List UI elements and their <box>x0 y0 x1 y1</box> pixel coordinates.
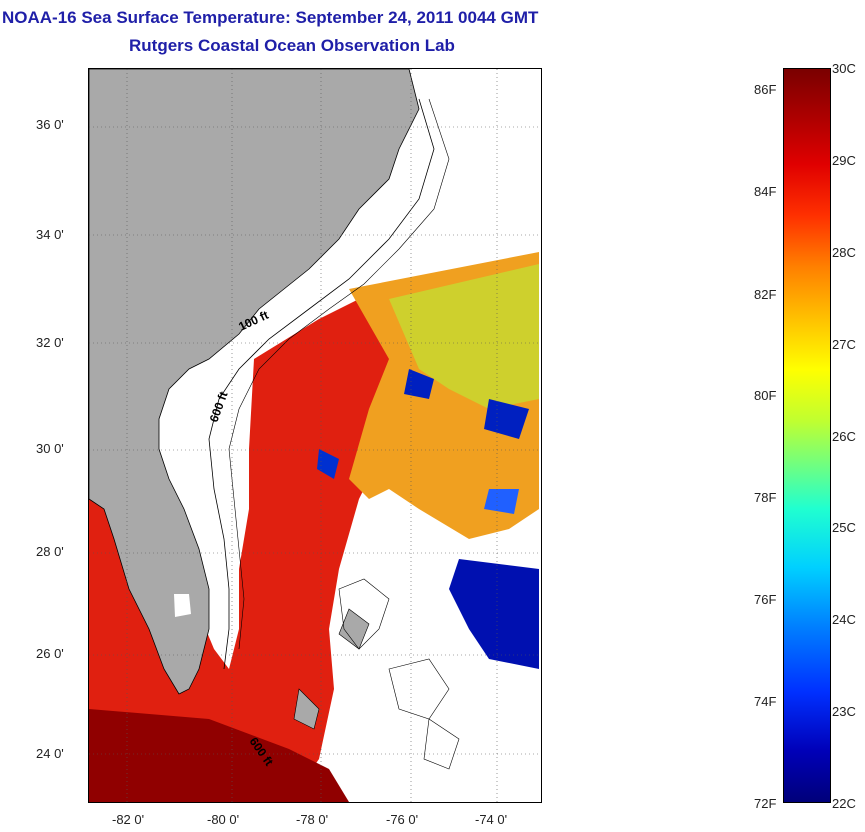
lake <box>174 594 191 617</box>
colorbar-f-label: 72F <box>754 796 777 811</box>
isobath-contour <box>228 98 450 650</box>
colorbar-c-label: 23C <box>832 704 856 719</box>
colorbar-c-label: 24C <box>832 612 856 627</box>
lat-label: 32 0' <box>36 335 64 350</box>
sst-map-svg: 100 ft 600 ft 600 ft <box>89 69 541 802</box>
colorbar-f-label: 84F <box>754 184 777 199</box>
lat-label: 34 0' <box>36 227 64 242</box>
lat-label: 24 0' <box>36 746 64 761</box>
lon-label: -80 0' <box>207 812 240 827</box>
sst-cool-patch <box>484 399 529 439</box>
colorbar-f-label: 78F <box>754 490 777 505</box>
lon-label: -74 0' <box>475 812 508 827</box>
colorbar-c-label: 29C <box>832 153 856 168</box>
lat-label: 26 0' <box>36 646 64 661</box>
graticule <box>89 69 541 802</box>
chart-title: NOAA-16 Sea Surface Temperature: Septemb… <box>2 8 539 27</box>
land-mass <box>89 69 420 695</box>
lat-label: 28 0' <box>36 544 64 559</box>
colorbar-c-label: 25C <box>832 520 856 535</box>
chart-subtitle: Rutgers Coastal Ocean Observation Lab <box>129 36 455 55</box>
lon-label: -82 0' <box>112 812 145 827</box>
lon-label: -78 0' <box>296 812 329 827</box>
sst-map: 100 ft 600 ft 600 ft <box>88 68 542 803</box>
sst-cool-patch <box>484 489 519 514</box>
lat-label: 36 0' <box>36 117 64 132</box>
isobath-contour <box>208 98 435 670</box>
colorbar-c-label: 22C <box>832 796 856 811</box>
sst-cool-patch <box>317 449 339 479</box>
colorbar-f-label: 86F <box>754 82 777 97</box>
sst-hot-region <box>89 709 349 802</box>
colorbar-c-label: 30C <box>832 61 856 76</box>
sst-mild-region <box>389 264 539 409</box>
colorbar-f-label: 80F <box>754 388 777 403</box>
colorbar-f-label: 76F <box>754 592 777 607</box>
lon-label: -76 0' <box>386 812 419 827</box>
colorbar-c-label: 26C <box>832 429 856 444</box>
bahamas-banks <box>338 578 460 770</box>
colorbar <box>783 68 831 803</box>
colorbar-c-label: 27C <box>832 337 856 352</box>
lat-label: 30 0' <box>36 441 64 456</box>
island <box>293 688 320 730</box>
sst-cool-patch <box>404 369 434 399</box>
colorbar-f-label: 74F <box>754 694 777 709</box>
sst-cool-patch <box>449 559 539 669</box>
colorbar-f-label: 82F <box>754 287 777 302</box>
colorbar-c-label: 28C <box>832 245 856 260</box>
